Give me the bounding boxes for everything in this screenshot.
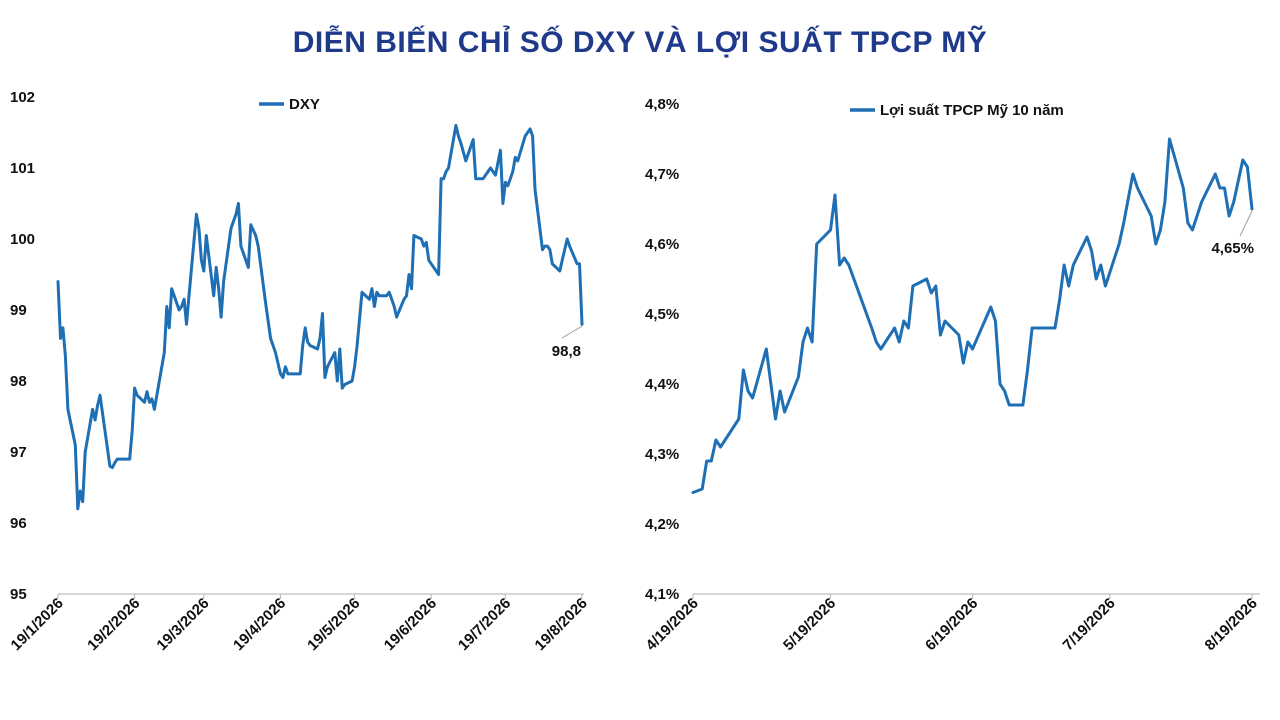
x-tick-label: 19/4/2026 — [230, 595, 289, 654]
x-tick-label: 5/19/2026 — [780, 595, 839, 654]
x-tick-label: 8/19/2026 — [1202, 595, 1261, 654]
y-tick-label: 96 — [10, 515, 27, 532]
legend-label: Lợi suất TPCP Mỹ 10 năm — [880, 102, 1064, 119]
x-tick-label: 4/19/2026 — [643, 595, 702, 654]
y-tick-label: 101 — [10, 160, 35, 177]
x-tick-label: 19/8/2026 — [532, 595, 591, 654]
y-tick-label: 95 — [10, 586, 27, 603]
x-tick-label: 19/7/2026 — [455, 595, 514, 654]
y-tick-label: 99 — [10, 302, 27, 319]
y-tick-label: 4,4% — [645, 376, 679, 393]
end-label-leader — [561, 325, 583, 339]
y-tick-label: 4,2% — [645, 516, 679, 533]
x-tick-label: 19/1/2026 — [8, 595, 67, 654]
y-tick-label: 98 — [10, 373, 27, 390]
y-tick-label: 4,5% — [645, 306, 679, 323]
series-line — [691, 137, 1254, 494]
treasury-yield-chart: 4,1% 4,2% 4,3% 4,4% 4,5% 4,6% 4,7% 4,8% 4/19/202… — [643, 96, 1261, 654]
end-value-label: 98,8 — [552, 343, 581, 360]
y-tick-label: 4,6% — [645, 236, 679, 253]
end-value-label: 4,65% — [1211, 240, 1254, 257]
x-tick-label: 6/19/2026 — [922, 595, 981, 654]
series-line — [56, 123, 584, 511]
y-tick-label: 100 — [10, 231, 35, 248]
end-label-leader — [1239, 210, 1253, 237]
x-tick-label: 19/5/2026 — [304, 595, 363, 654]
legend-label: DXY — [289, 96, 320, 113]
x-tick-label: 19/3/2026 — [153, 595, 212, 654]
y-tick-label: 4,1% — [645, 586, 679, 603]
x-tick-label: 19/2/2026 — [84, 595, 143, 654]
y-tick-label: 97 — [10, 444, 27, 461]
x-tick-label: 19/6/2026 — [381, 595, 440, 654]
y-tick-label: 4,3% — [645, 446, 679, 463]
y-tick-label: 102 — [10, 89, 35, 106]
page-title: DIỄN BIẾN CHỈ SỐ DXY VÀ LỢI SUẤT TPCP MỸ — [292, 26, 988, 59]
x-tick-label: 7/19/2026 — [1060, 595, 1119, 654]
y-tick-label: 4,7% — [645, 166, 679, 183]
y-tick-label: 4,8% — [645, 96, 679, 113]
